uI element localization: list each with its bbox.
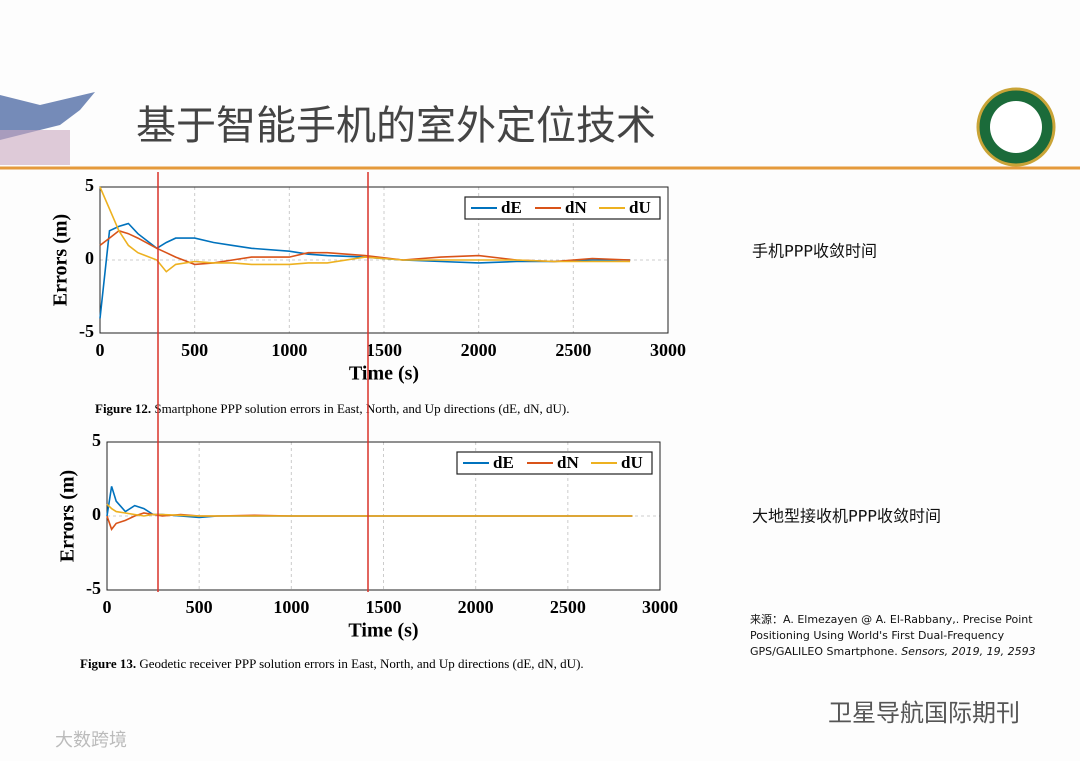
source-line: 来源：A. Elmezayen @ A. El-Rabbany,. Precis…: [750, 612, 1033, 626]
legend-label: dU: [621, 453, 643, 472]
legend-label: dN: [557, 453, 579, 472]
source-line: GPS/GALILEO Smartphone.: [750, 645, 898, 658]
source: 来源：A. Elmezayen @ A. El-Rabbany,. Precis…: [750, 612, 1036, 658]
caption-text: Smartphone PPP solution errors in East, …: [154, 401, 569, 416]
x-tick-label: 500: [181, 340, 208, 360]
x-tick-label: 3000: [650, 340, 686, 360]
figure-caption: Figure 12. Smartphone PPP solution error…: [95, 401, 569, 416]
x-tick-label: 1500: [366, 597, 402, 617]
series-line: [99, 186, 631, 273]
series-line: [99, 222, 631, 319]
y-tick-label: -5: [86, 578, 101, 598]
x-tick-label: 1000: [273, 597, 309, 617]
slide-title: 基于智能手机的室外定位技术: [136, 103, 656, 149]
legend-box: [456, 451, 653, 475]
y-tick-label: 0: [85, 248, 94, 268]
watermark: 大数跨境: [55, 730, 127, 751]
legend-label: dE: [493, 453, 514, 472]
x-tick-label: 1000: [271, 340, 307, 360]
plot-frame: [99, 186, 669, 334]
x-tick-label: 2500: [550, 597, 586, 617]
roof-decoration: [0, 92, 95, 140]
x-tick-label: 2500: [555, 340, 591, 360]
note: 大地型接收机PPP收敛时间: [752, 507, 941, 526]
y-axis-label: Errors (m): [50, 214, 72, 306]
series-line: [106, 503, 633, 517]
note: 手机PPP收敛时间: [752, 242, 877, 261]
legend-label: dU: [629, 198, 651, 217]
source-journal: Sensors, 2019, 19, 2593: [901, 645, 1035, 658]
caption-label: Figure 12.: [95, 401, 151, 416]
x-axis-label: Time (s): [349, 363, 419, 385]
x-tick-label: 2000: [458, 597, 494, 617]
series-line: [99, 229, 631, 266]
x-axis-label: Time (s): [348, 620, 418, 642]
x-tick-label: 0: [96, 340, 105, 360]
roof-decoration: [0, 130, 70, 165]
watermark: 卫星导航国际期刊: [828, 699, 1020, 727]
x-tick-label: 0: [103, 597, 112, 617]
source-line: Positioning Using World's First Dual-Fre…: [750, 629, 1005, 642]
figure-caption: Figure 13. Geodetic receiver PPP solutio…: [80, 656, 584, 671]
y-tick-label: 5: [92, 430, 101, 450]
x-tick-label: 3000: [642, 597, 678, 617]
y-axis-label: Errors (m): [57, 470, 79, 562]
legend-label: dE: [501, 198, 522, 217]
y-tick-label: -5: [79, 321, 94, 341]
caption-label: Figure 13.: [80, 656, 136, 671]
y-tick-label: 0: [92, 504, 101, 524]
source-line: GPS/GALILEO Smartphone. Sensors, 2019, 1…: [750, 645, 1036, 658]
caption-text: Geodetic receiver PPP solution errors in…: [139, 656, 583, 671]
logo: [990, 101, 1042, 153]
legend-label: dN: [565, 198, 587, 217]
legend-box: [464, 196, 661, 220]
y-tick-label: 5: [85, 175, 94, 195]
x-tick-label: 2000: [461, 340, 497, 360]
x-tick-label: 500: [186, 597, 213, 617]
x-tick-label: 1500: [366, 340, 402, 360]
